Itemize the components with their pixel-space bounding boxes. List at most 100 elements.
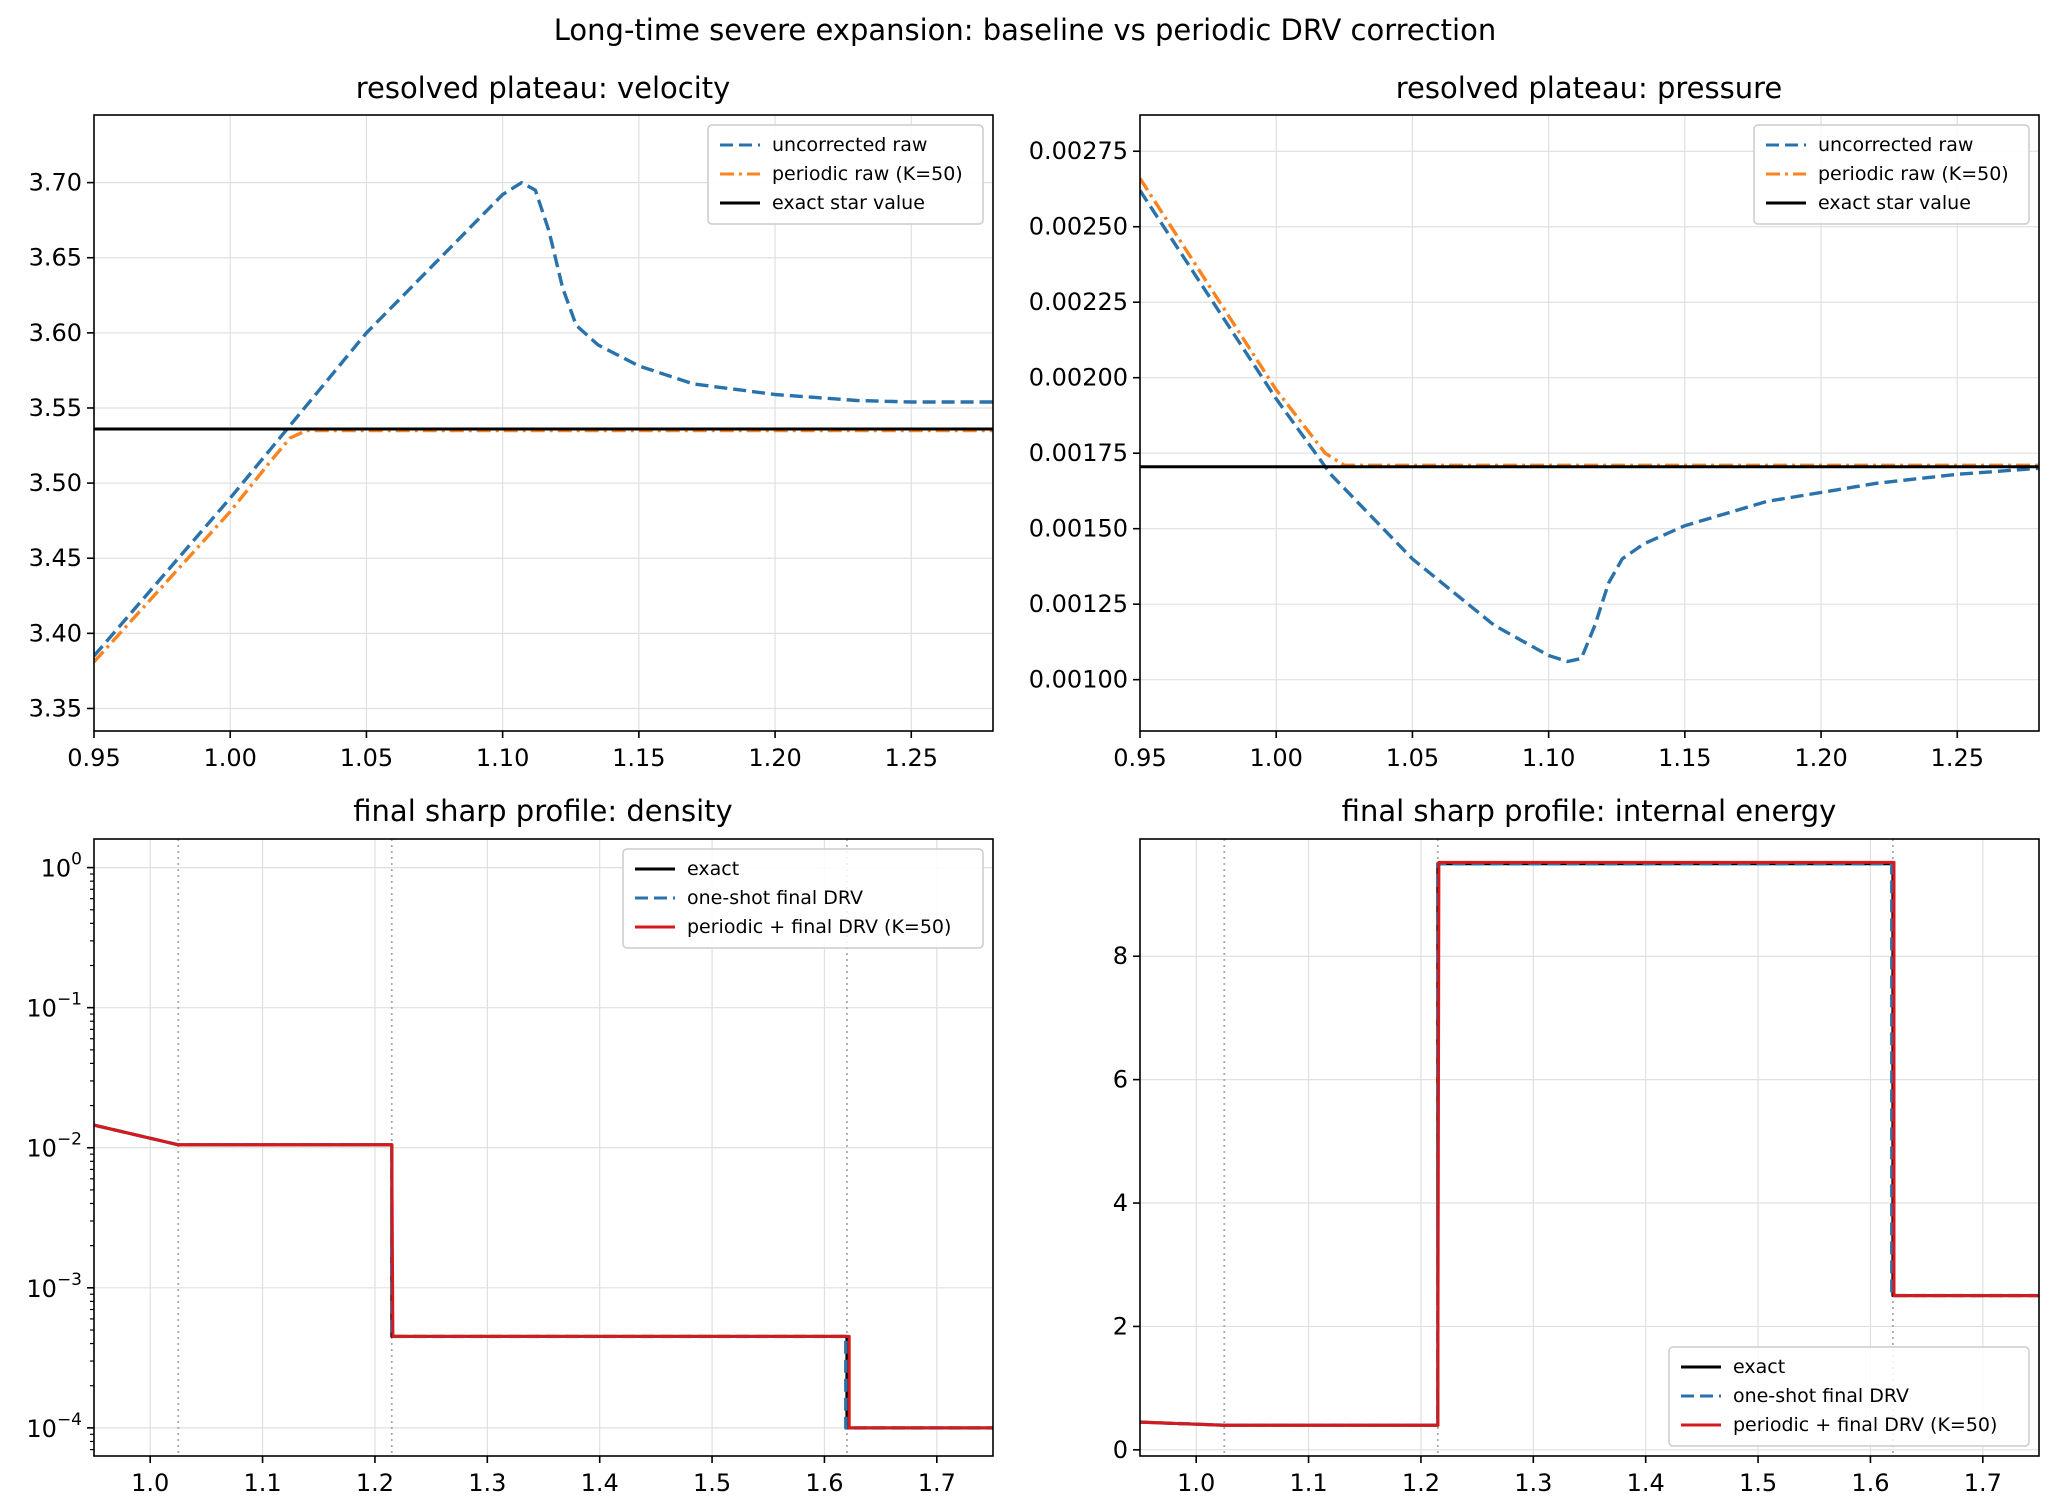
panel-velocity: resolved plateau: velocity 0.95 1.00 1.05 1…: [29, 71, 994, 772]
y-tick-label: 10−1: [26, 990, 82, 1023]
x-tick-label: 1.05: [1386, 744, 1439, 772]
legend-label: periodic raw (K=50): [772, 163, 963, 185]
x-tick-label: 1.0: [131, 1469, 169, 1497]
y-tick-label: 0.00225: [1029, 288, 1128, 316]
x-tick-label: 1.20: [1794, 744, 1847, 772]
x-tick-label: 1.1: [1289, 1469, 1327, 1497]
y-tick-label: 3.70: [29, 169, 82, 197]
plot-energy: 1.0 1.1 1.2 1.3 1.4 1.5 1.6 1.7 0 2 4 6 8 exact one-sh…: [1113, 838, 2040, 1497]
y-tick-label: 0.00150: [1029, 515, 1128, 543]
series-line: [1140, 177, 2039, 467]
x-tick-label: 1.0: [1177, 1469, 1215, 1497]
x-tick-label: 1.05: [340, 744, 393, 772]
legend-label: one-shot final DRV: [687, 887, 863, 909]
panel-density: final sharp profile: density 1.0 1.1 1.2 1.…: [26, 794, 994, 1497]
legend-label: uncorrected raw: [1818, 134, 1973, 156]
series-line: [94, 1123, 993, 1430]
legend-label: uncorrected raw: [772, 134, 927, 156]
series-line: [94, 180, 993, 658]
y-tick-label: 0.00275: [1029, 137, 1128, 165]
x-tick-label: 1.00: [1249, 744, 1302, 772]
y-tick-label: 6: [1113, 1066, 1128, 1094]
series-line: [1140, 189, 2039, 664]
x-tick-label: 1.25: [1931, 744, 1984, 772]
x-tick-label: 1.5: [1739, 1469, 1777, 1497]
x-tick-label: 1.4: [581, 1469, 619, 1497]
x-tick-label: 1.6: [805, 1469, 843, 1497]
legend-label: exact: [1733, 1356, 1785, 1378]
x-tick-label: 1.6: [1851, 1469, 1889, 1497]
panel-title-pressure: resolved plateau: pressure: [1396, 71, 1783, 105]
legend-box: [1668, 1346, 2030, 1447]
legend-box: [1753, 124, 2030, 225]
x-tick-label: 1.3: [1514, 1469, 1552, 1497]
y-tick-label: 3.50: [29, 469, 82, 497]
x-tick-label: 1.10: [1522, 744, 1575, 772]
panel-title-velocity: resolved plateau: velocity: [356, 71, 731, 105]
y-tick-label: 2: [1113, 1312, 1128, 1340]
legend-label: periodic + final DRV (K=50): [1733, 1414, 1997, 1436]
x-tick-label: 1.2: [1402, 1469, 1440, 1497]
y-tick-label: 10−3: [26, 1270, 82, 1303]
y-tick-label: 10−4: [26, 1410, 82, 1443]
panel-energy: final sharp profile: internal energy 1.0…: [1113, 794, 2040, 1497]
series-line: [1140, 860, 2039, 1427]
panel-title-density: final sharp profile: density: [353, 794, 732, 828]
y-tick-label: 4: [1113, 1189, 1128, 1217]
legend: exact one-shot final DRV periodic + final …: [622, 848, 984, 949]
y-tick-label: 0: [1113, 1436, 1128, 1464]
y-tick-label: 8: [1113, 942, 1128, 970]
x-tick-label: 0.95: [67, 744, 120, 772]
legend-label: exact star value: [772, 192, 925, 214]
axes-frame: [1139, 114, 2040, 732]
series-line: [1140, 862, 2039, 1427]
x-tick-label: 1.5: [693, 1469, 731, 1497]
x-tick-label: 1.4: [1627, 1469, 1665, 1497]
x-tick-label: 1.3: [468, 1469, 506, 1497]
x-tick-label: 1.15: [1658, 744, 1711, 772]
legend-label: exact star value: [1818, 192, 1971, 214]
series-line: [94, 428, 993, 664]
legend-label: periodic raw (K=50): [1818, 163, 2009, 185]
y-tick-label: 0.00175: [1029, 439, 1128, 467]
axes-frame: [93, 114, 994, 732]
y-tick-label: 0.00100: [1029, 666, 1128, 694]
y-tick-label: 3.65: [29, 244, 82, 272]
legend-label: periodic + final DRV (K=50): [687, 916, 951, 938]
series-line: [94, 1123, 993, 1430]
y-tick-label: 3.60: [29, 319, 82, 347]
y-tick-label: 10−2: [26, 1130, 82, 1163]
plot-pressure: 0.95 1.00 1.05 1.10 1.15 1.20 1.25 0.00100 0.001…: [1029, 114, 2040, 772]
y-tick-label: 100: [41, 850, 82, 883]
x-tick-label: 1.25: [885, 744, 938, 772]
series-line: [94, 1123, 993, 1430]
y-tick-label: 3.45: [29, 544, 82, 572]
x-tick-label: 1.20: [748, 744, 801, 772]
y-tick-label: 0.00125: [1029, 590, 1128, 618]
y-tick-label: 0.00200: [1029, 364, 1128, 392]
legend-label: exact: [687, 858, 739, 880]
y-tick-label: 0.00250: [1029, 213, 1128, 241]
plot-density: 1.0 1.1 1.2 1.3 1.4 1.5 1.6 1.7 10−4 10−3 10−2 10−1…: [26, 838, 994, 1497]
x-tick-label: 1.1: [243, 1469, 281, 1497]
x-tick-label: 1.7: [918, 1469, 956, 1497]
legend: uncorrected raw periodic raw (K=50) exact …: [707, 124, 984, 225]
plot-velocity: 0.95 1.00 1.05 1.10 1.15 1.20 1.25 3.35 3.40 3.45…: [29, 114, 994, 772]
panel-pressure: resolved plateau: pressure 0.95 1.00 1.05 1…: [1029, 71, 2040, 772]
x-tick-label: 1.10: [476, 744, 529, 772]
y-tick-label: 3.40: [29, 619, 82, 647]
legend-label: one-shot final DRV: [1733, 1385, 1909, 1407]
x-tick-label: 0.95: [1113, 744, 1166, 772]
legend: uncorrected raw periodic raw (K=50) exact …: [1753, 124, 2030, 225]
y-tick-label: 3.35: [29, 694, 82, 722]
y-tick-label: 3.55: [29, 394, 82, 422]
figure-title: Long-time severe expansion: baseline vs …: [554, 13, 1496, 47]
legend: exact one-shot final DRV periodic + final …: [1668, 1346, 2030, 1447]
x-tick-label: 1.00: [203, 744, 256, 772]
panel-title-energy: final sharp profile: internal energy: [1342, 794, 1837, 828]
x-tick-label: 1.2: [356, 1469, 394, 1497]
series-line: [1140, 862, 2039, 1427]
legend-box: [622, 848, 984, 949]
axes-frame: [1139, 838, 2040, 1457]
